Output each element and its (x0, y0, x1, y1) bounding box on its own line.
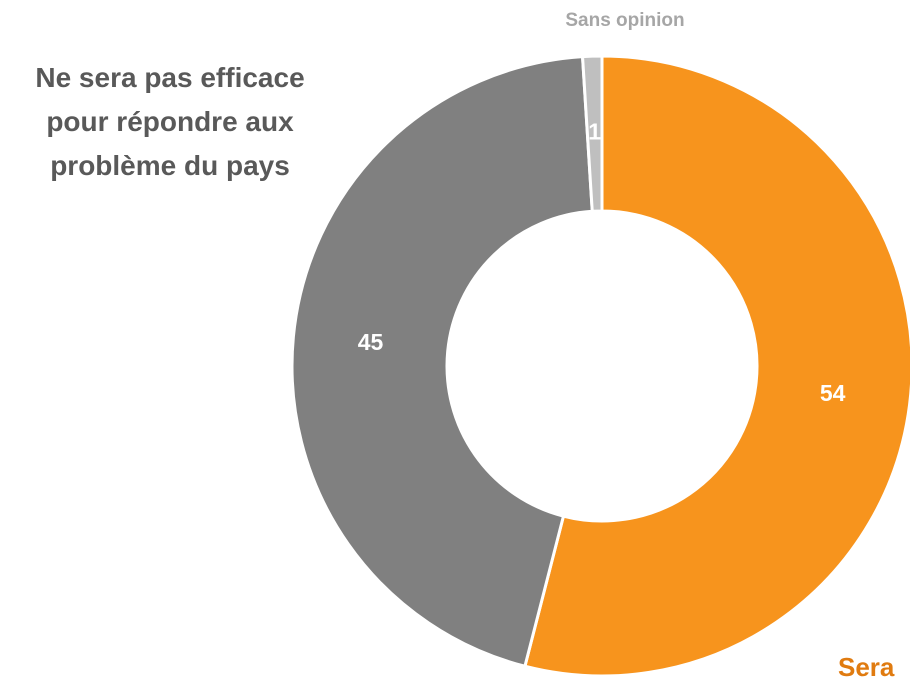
value-label: 1 (588, 119, 601, 145)
value-label: 45 (358, 329, 384, 355)
slice (290, 55, 594, 669)
slice-label: Sera (838, 652, 895, 682)
slice-label: Ne sera pas efficace pour répondre aux p… (35, 62, 305, 181)
slice (580, 54, 604, 213)
slice (523, 54, 910, 678)
value-label: 54 (820, 380, 846, 406)
slice-label: Sans opinion (565, 10, 685, 31)
